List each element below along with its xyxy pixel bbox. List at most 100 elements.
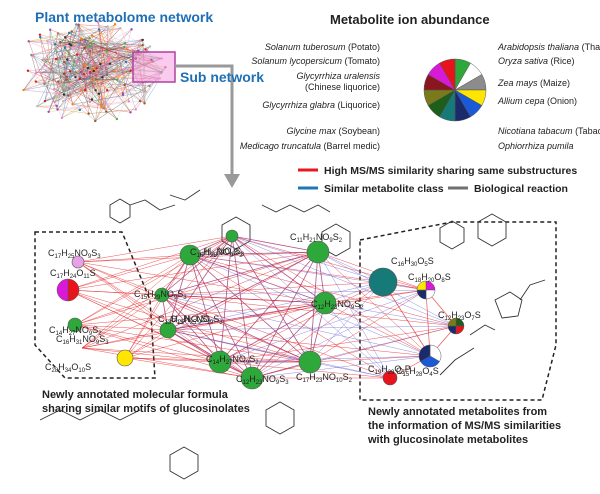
- network-node: [80, 42, 83, 46]
- network-edge: [67, 289, 326, 304]
- network-node: [89, 70, 92, 74]
- network-edge: [70, 71, 89, 73]
- network-node: [88, 100, 92, 104]
- network-node: [59, 40, 62, 44]
- node-label: C15H29NO9S3: [134, 289, 187, 301]
- network-edge: [251, 281, 384, 379]
- species-common: (Liquorice): [337, 100, 380, 110]
- network-edge: [219, 289, 427, 363]
- network-node: [47, 110, 50, 113]
- network-edge: [74, 324, 169, 331]
- network-edge: [63, 71, 107, 95]
- network-node: [67, 80, 71, 84]
- network-edge: [54, 24, 116, 103]
- network-edge: [231, 235, 253, 379]
- network-node: [84, 88, 87, 92]
- network-edge: [91, 35, 119, 54]
- network-edge: [61, 62, 65, 85]
- node-slice: [416, 280, 427, 291]
- network-edge: [28, 32, 70, 42]
- network-edge: [65, 59, 67, 71]
- network-edge: [102, 77, 131, 113]
- network-node: [63, 60, 66, 64]
- node-label: C14H27NO9S2: [206, 354, 259, 366]
- network-edge: [63, 47, 65, 74]
- network-node: [64, 69, 68, 72]
- network-edge: [124, 329, 169, 359]
- network-node: [95, 67, 98, 70]
- network-edge: [40, 36, 91, 52]
- network-node: [54, 57, 58, 61]
- network-edge: [161, 294, 391, 379]
- node-label: C13H25NO9S3: [170, 314, 223, 326]
- network-edge: [161, 294, 311, 363]
- network-node: [115, 117, 119, 121]
- species-name: Zea mays: [497, 78, 538, 88]
- network-edge: [124, 357, 253, 379]
- network-node: [129, 111, 132, 114]
- network-edge: [54, 44, 107, 112]
- network-edge: [81, 329, 169, 349]
- network-nodes: C17H25NO9S3C17H24O11SC14H27NO9S2C16H31NO…: [45, 229, 481, 390]
- node: [240, 366, 264, 390]
- network-node: [43, 99, 47, 103]
- network-edge: [81, 254, 191, 349]
- network-edge: [324, 302, 431, 357]
- network-edge: [58, 81, 150, 87]
- network-node: [53, 87, 56, 91]
- node-label: C11H21NO9S2: [290, 232, 343, 244]
- arrow: [175, 64, 234, 176]
- species-common: (Rice): [551, 56, 575, 66]
- network-edge: [167, 329, 253, 379]
- network-edge: [167, 281, 384, 331]
- node: [382, 370, 398, 386]
- species-name: Glycyrrhiza glabra: [262, 100, 335, 110]
- network-node: [63, 46, 66, 49]
- node: [306, 240, 330, 264]
- species-name: Arabidopsis thaliana: [497, 42, 579, 52]
- network-edge: [68, 78, 96, 96]
- network-node: [68, 31, 71, 35]
- network-node: [42, 60, 46, 63]
- network-edge: [309, 289, 427, 363]
- network-edge: [81, 347, 253, 379]
- network-node: [58, 38, 61, 41]
- network-node: [93, 78, 96, 81]
- network-node: [56, 80, 60, 83]
- network-node: [68, 70, 72, 73]
- species-label: Solanum lycopersicum (Tomato): [251, 56, 380, 66]
- network-node: [126, 48, 129, 51]
- chemical-structures: [39, 189, 546, 480]
- network-node: [100, 106, 103, 109]
- network-edge: [81, 347, 311, 363]
- network-node: [105, 73, 108, 77]
- network-node: [119, 26, 122, 30]
- network-node: [116, 78, 119, 81]
- network-node: [66, 58, 69, 61]
- network-edge: [251, 355, 431, 379]
- node-label: C18H20O8S: [408, 272, 451, 284]
- node-label: C12H23NO9S2: [311, 299, 364, 311]
- network-edge: [189, 254, 384, 283]
- network-node: [62, 89, 65, 92]
- network-edge: [144, 91, 147, 104]
- network-edge: [161, 294, 457, 327]
- node-label: C16H21NO9S2: [190, 247, 243, 259]
- node-slice: [447, 325, 457, 335]
- network-edge: [77, 261, 326, 304]
- species-label: Nicotiana tabacum (Tabacco): [498, 126, 600, 136]
- network-edge: [231, 235, 319, 253]
- species-name: Solanum lycopersicum: [251, 56, 342, 66]
- network-edge: [40, 43, 126, 73]
- network-edge: [57, 101, 129, 110]
- network-edge: [67, 254, 191, 291]
- node: [116, 349, 134, 367]
- node-label: C13H25NO9S2: [158, 314, 211, 326]
- network-edge: [95, 40, 142, 91]
- node-slice: [425, 289, 436, 300]
- network-node: [134, 108, 137, 111]
- network-edge: [231, 235, 384, 283]
- network-edge: [231, 235, 457, 327]
- species-common: (Maize): [540, 78, 570, 88]
- node-label: C19H29O5P: [368, 364, 411, 376]
